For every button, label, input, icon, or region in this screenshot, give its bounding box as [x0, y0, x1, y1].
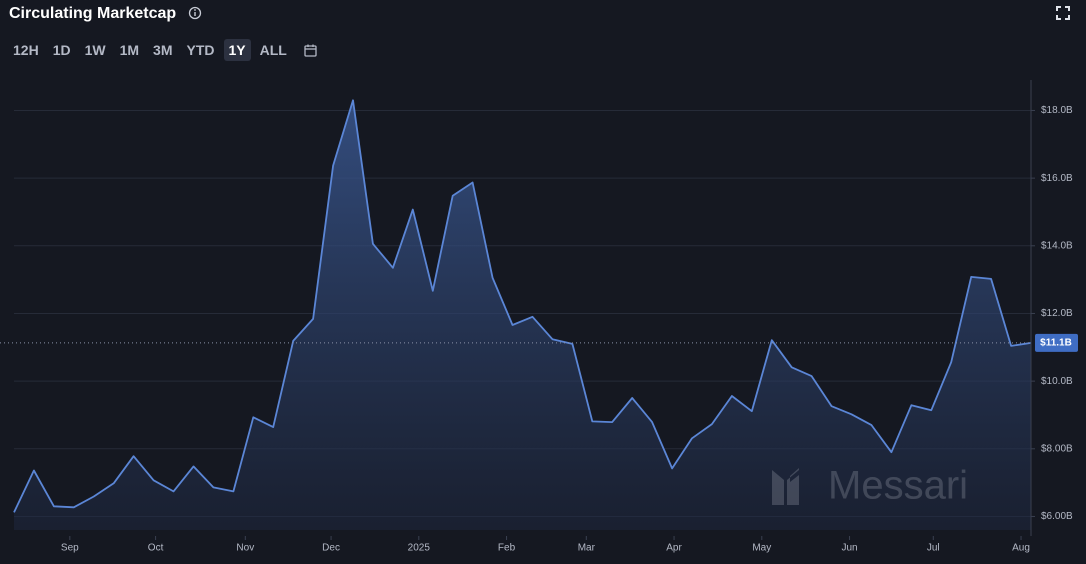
- y-tick-label: $6.00B: [1041, 511, 1073, 522]
- range-button[interactable]: ALL: [259, 42, 287, 58]
- range-button[interactable]: 1Y: [223, 39, 251, 61]
- x-tick-label: Apr: [666, 543, 682, 554]
- y-tick-label: $16.0B: [1041, 173, 1073, 184]
- watermark: Messari: [772, 464, 968, 508]
- info-icon[interactable]: [188, 6, 202, 20]
- watermark-text: Messari: [828, 464, 968, 508]
- y-tick-label: $14.0B: [1041, 240, 1073, 251]
- y-tick-label: $8.00B: [1041, 443, 1073, 454]
- y-tick-label: $12.0B: [1041, 308, 1073, 319]
- y-tick-label: $18.0B: [1041, 105, 1073, 116]
- range-button[interactable]: YTD: [186, 42, 215, 58]
- area: [14, 100, 1031, 531]
- x-tick-label: Dec: [322, 543, 340, 554]
- x-tick-label: Mar: [578, 543, 596, 554]
- x-tick-label: Feb: [498, 543, 516, 554]
- range-selector: 12H 1D 1W 1M 3M YTD 1Y ALL: [8, 39, 317, 61]
- x-tick-label: Jun: [841, 543, 857, 554]
- x-tick-label: Oct: [148, 543, 164, 554]
- x-tick-label: Jul: [927, 543, 940, 554]
- x-tick-label: Nov: [236, 543, 254, 554]
- x-tick-label: Sep: [61, 543, 79, 554]
- x-tick-label: May: [752, 543, 771, 554]
- current-value-label: $11.1B: [1040, 338, 1072, 349]
- range-button[interactable]: 3M: [153, 42, 173, 58]
- y-tick-label: $10.0B: [1041, 376, 1073, 387]
- x-tick-label: 2025: [408, 543, 431, 554]
- x-tick-label: Aug: [1012, 543, 1030, 554]
- current-value-badge: [1035, 333, 1078, 352]
- fullscreen-icon[interactable]: [1056, 6, 1070, 20]
- range-button[interactable]: 1W: [84, 42, 106, 58]
- range-button[interactable]: 1D: [52, 42, 71, 58]
- chart-title: Circulating Marketcap: [9, 5, 177, 22]
- line: [13, 99, 1032, 513]
- range-button[interactable]: 12H: [13, 42, 39, 58]
- range-button[interactable]: 1M: [119, 42, 140, 58]
- calendar-icon[interactable]: [304, 44, 317, 57]
